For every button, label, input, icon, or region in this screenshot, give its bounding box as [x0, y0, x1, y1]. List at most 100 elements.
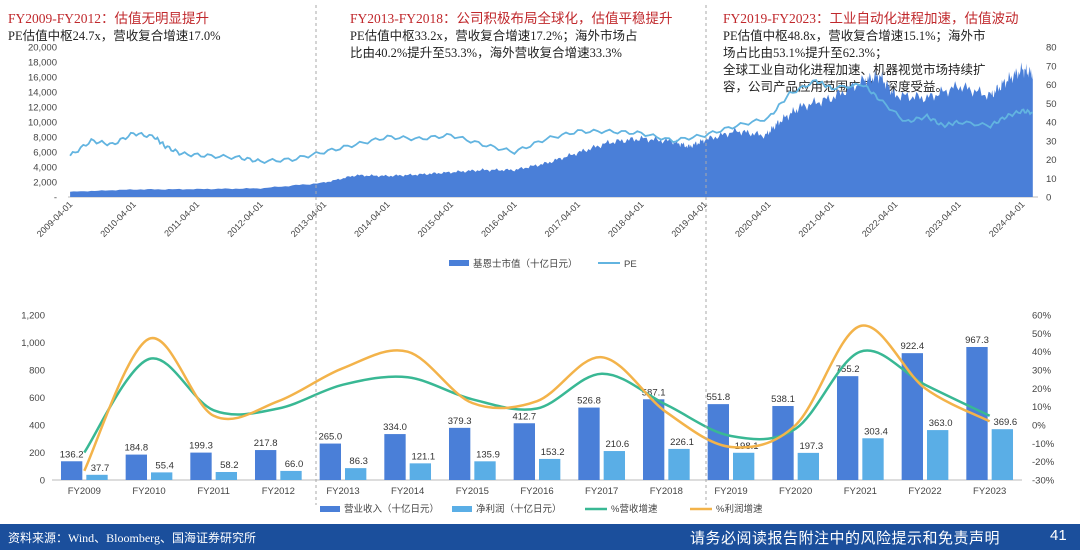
y-left-tick-label: 1,200 [21, 311, 45, 322]
x-category-label: FY2015 [456, 486, 489, 497]
source-note: 资料来源：Wind、Bloomberg、国海证券研究所 [8, 531, 256, 545]
revenue-data-label: 217.8 [254, 438, 278, 449]
revenue-bar [642, 399, 665, 480]
revenue-data-label: 526.8 [577, 396, 601, 407]
x-tick-label: 2024-04-01 [987, 199, 1027, 239]
revenue-data-label: 199.3 [189, 441, 213, 452]
revenue-data-label: 265.0 [318, 432, 342, 443]
net-profit-bar [474, 461, 496, 480]
footer-bar: 资料来源：Wind、Bloomberg、国海证券研究所 请务必阅读报告附注中的风… [0, 524, 1080, 550]
annotation-period-1: FY2009-FY2012：估值无明显提升 PE估值中枢24.7x，营收复合增速… [8, 10, 308, 45]
revenue-bar [513, 423, 535, 480]
annotation-heading: FY2019-FY2023：工业自动化进程加速，估值波动 [723, 11, 1019, 26]
annotation-line: 场占比由53.1%提升至62.3%； [723, 46, 888, 60]
legend-swatch-revenue [320, 506, 340, 512]
x-tick-label: 2017-04-01 [543, 199, 583, 239]
net-profit-bar [280, 470, 302, 480]
x-tick-label: 2023-04-01 [923, 199, 963, 239]
market-cap-pe-chart: 20,000 18,000 16,000 14,000 12,000 10,000 8,00… [28, 43, 1057, 271]
y-right-tick-label: 30 [1046, 136, 1057, 147]
x-tick-label: 2011-04-01 [162, 199, 201, 238]
revenue-data-label: 334.0 [383, 422, 407, 433]
legend-label-pe: PE [624, 259, 637, 270]
net-profit-data-label: 303.4 [864, 426, 888, 437]
disclaimer-text: 请务必阅读报告附注中的风险提示和免责声明 [690, 530, 1001, 547]
net-profit-data-label: 55.4 [155, 460, 174, 471]
net-profit-bar [797, 452, 820, 480]
legend-swatch-market-cap [449, 260, 469, 266]
revenue-bar [836, 376, 859, 480]
x-tick-label: 2010-04-01 [98, 199, 138, 239]
y-left-tick-label: 4,000 [33, 163, 57, 174]
net-profit-data-label: 86.3 [349, 456, 368, 467]
net-profit-data-label: 37.7 [91, 463, 110, 474]
x-tick-label: 2022-04-01 [860, 199, 900, 239]
net-profit-bar [345, 468, 367, 480]
revenue-bar [190, 452, 212, 480]
legend-label-net-profit: 净利润（十亿日元） [476, 503, 562, 515]
y-left-tick-label: 6,000 [33, 148, 57, 159]
x-category-label: FY2010 [132, 486, 165, 497]
y-left-tick-label: 400 [29, 421, 45, 432]
x-tick-label: 2014-04-01 [352, 199, 392, 239]
y-right-tick-label: -20% [1032, 457, 1055, 468]
y-left-tick-label: 0 [40, 476, 45, 487]
net-profit-bar [927, 430, 949, 480]
y-right-tick-label: 50% [1032, 329, 1052, 340]
legend-swatch-net-profit [452, 506, 472, 512]
y-left-tick-label: 16,000 [28, 73, 57, 84]
revenue-data-label: 538.1 [771, 394, 795, 405]
x-tick-label: 2015-04-01 [416, 199, 456, 239]
legend-label-revenue: 营业收入（十亿日元） [344, 503, 439, 515]
x-tick-label: 2016-04-01 [479, 199, 519, 239]
net-profit-bar [409, 463, 432, 480]
net-profit-data-label: 363.0 [929, 418, 953, 429]
y-right-tick-label: 20% [1032, 384, 1052, 395]
revenue-data-label: 587.1 [642, 387, 666, 398]
y-left-tick-label: 800 [29, 366, 45, 377]
x-category-label: FY2009 [68, 486, 101, 497]
net-profit-data-label: 153.2 [541, 447, 565, 458]
net-profit-bar [862, 438, 884, 480]
x-category-label: FY2017 [585, 486, 618, 497]
revenue-data-label: 967.3 [965, 335, 989, 346]
revenue-bar [772, 406, 794, 480]
revenue-bar [125, 454, 147, 480]
legend-label-profit-growth: %利润增速 [716, 503, 763, 515]
pe-line [69, 79, 1033, 165]
annotation-line: PE估值中枢24.7x，营收复合增速17.0% [8, 29, 221, 43]
y-right-tick-label: 10% [1032, 402, 1052, 413]
revenue-bar [901, 353, 923, 480]
revenue-bar [384, 434, 406, 480]
annotation-period-2: FY2013-FY2018：公司积极布局全球化，估值平稳提升 PE估值中枢33.… [350, 10, 690, 62]
y-left-tick-label: - [54, 193, 57, 204]
revenue-data-label: 136.2 [60, 449, 84, 460]
y-right-tick-label: 40% [1032, 347, 1052, 358]
x-category-label: FY2023 [973, 486, 1006, 497]
x-category-label: FY2011 [197, 486, 230, 497]
revenue-data-label: 412.7 [512, 411, 536, 422]
y-right-tick-label: 40 [1046, 118, 1057, 129]
revenue-data-label: 184.8 [124, 443, 148, 454]
profit-growth-line [83, 324, 991, 472]
x-category-label: FY2021 [844, 486, 877, 497]
y-right-tick-label: 20 [1046, 155, 1057, 166]
net-profit-data-label: 66.0 [285, 459, 304, 470]
revenue-profit-chart: 1,200 1,000 800 600 400 200 0 60% 50% 40% 30% 20% 10… [21, 311, 1055, 516]
annotation-heading: FY2009-FY2012：估值无明显提升 [8, 11, 210, 26]
net-profit-data-label: 121.1 [411, 451, 435, 462]
x-category-label: FY2012 [262, 486, 295, 497]
annotation-line: PE估值中枢48.8x，营收复合增速15.1%；海外市 [723, 29, 986, 43]
x-category-label: FY2013 [326, 486, 359, 497]
y-left-tick-label: 12,000 [28, 103, 57, 114]
net-profit-bar [215, 471, 238, 480]
revenue-bar [707, 404, 729, 480]
page-number: 41 [1050, 527, 1067, 544]
y-left-tick-label: 18,000 [28, 58, 57, 69]
y-left-tick-label: 1,000 [21, 338, 45, 349]
y-left-tick-label: 10,000 [28, 118, 57, 129]
revenue-data-label: 755.2 [836, 364, 860, 375]
y-right-tick-label: -10% [1032, 439, 1055, 450]
annotation-line: PE估值中枢33.2x，营收复合增速17.2%；海外市场占 [350, 29, 638, 43]
annotation-line: 全球工业自动化进程加速、机器视觉市场持续扩 [723, 63, 986, 77]
